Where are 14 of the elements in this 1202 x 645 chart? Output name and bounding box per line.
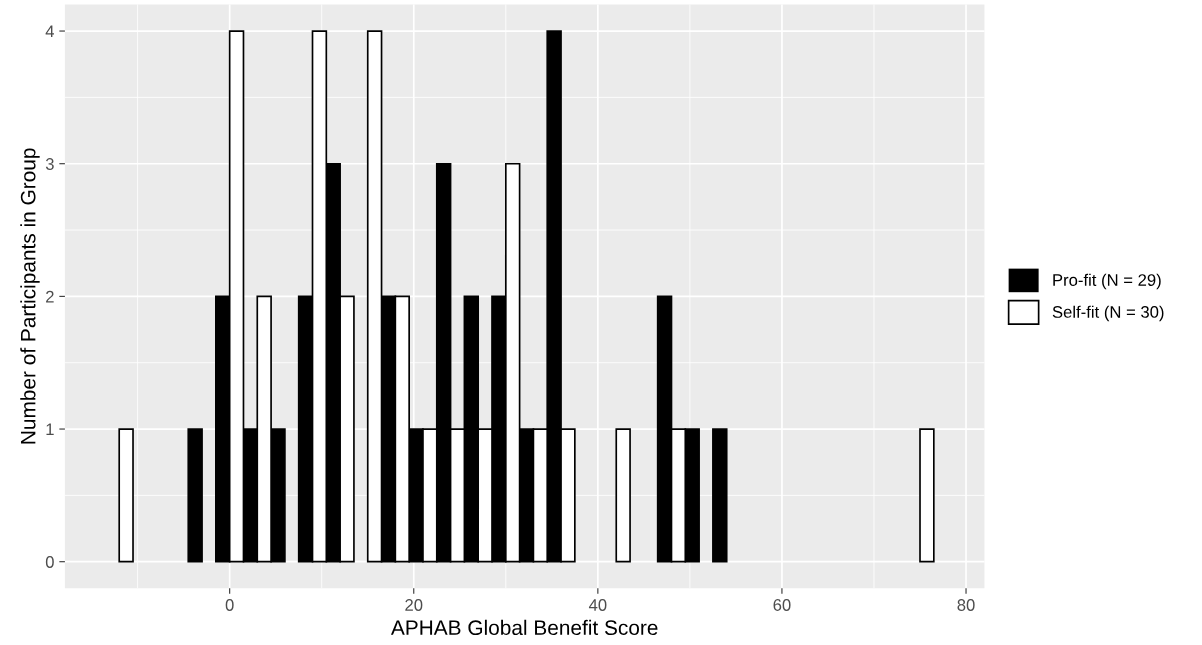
legend-label: Pro-fit (N = 29) [1053,273,1161,290]
y-tick-label: 1 [46,423,54,436]
x-axis-title: APHAB Global Benefit Score [390,619,658,636]
y-tick-label: 2 [46,290,54,303]
y-axis-title: Number of Participants in Group [20,148,40,444]
x-tick-label: 20 [405,599,423,611]
x-tick-label: 40 [588,599,607,611]
x-tick-label: 60 [773,599,791,611]
x-tick-label: 0 [225,599,234,611]
y-tick-label: 4 [45,25,54,38]
y-tick-label: 0 [45,556,54,568]
y-tick-label: 3 [45,158,54,170]
x-tick-label: 80 [957,599,975,611]
legend-label: Self-fit (N = 30) [1052,305,1164,322]
